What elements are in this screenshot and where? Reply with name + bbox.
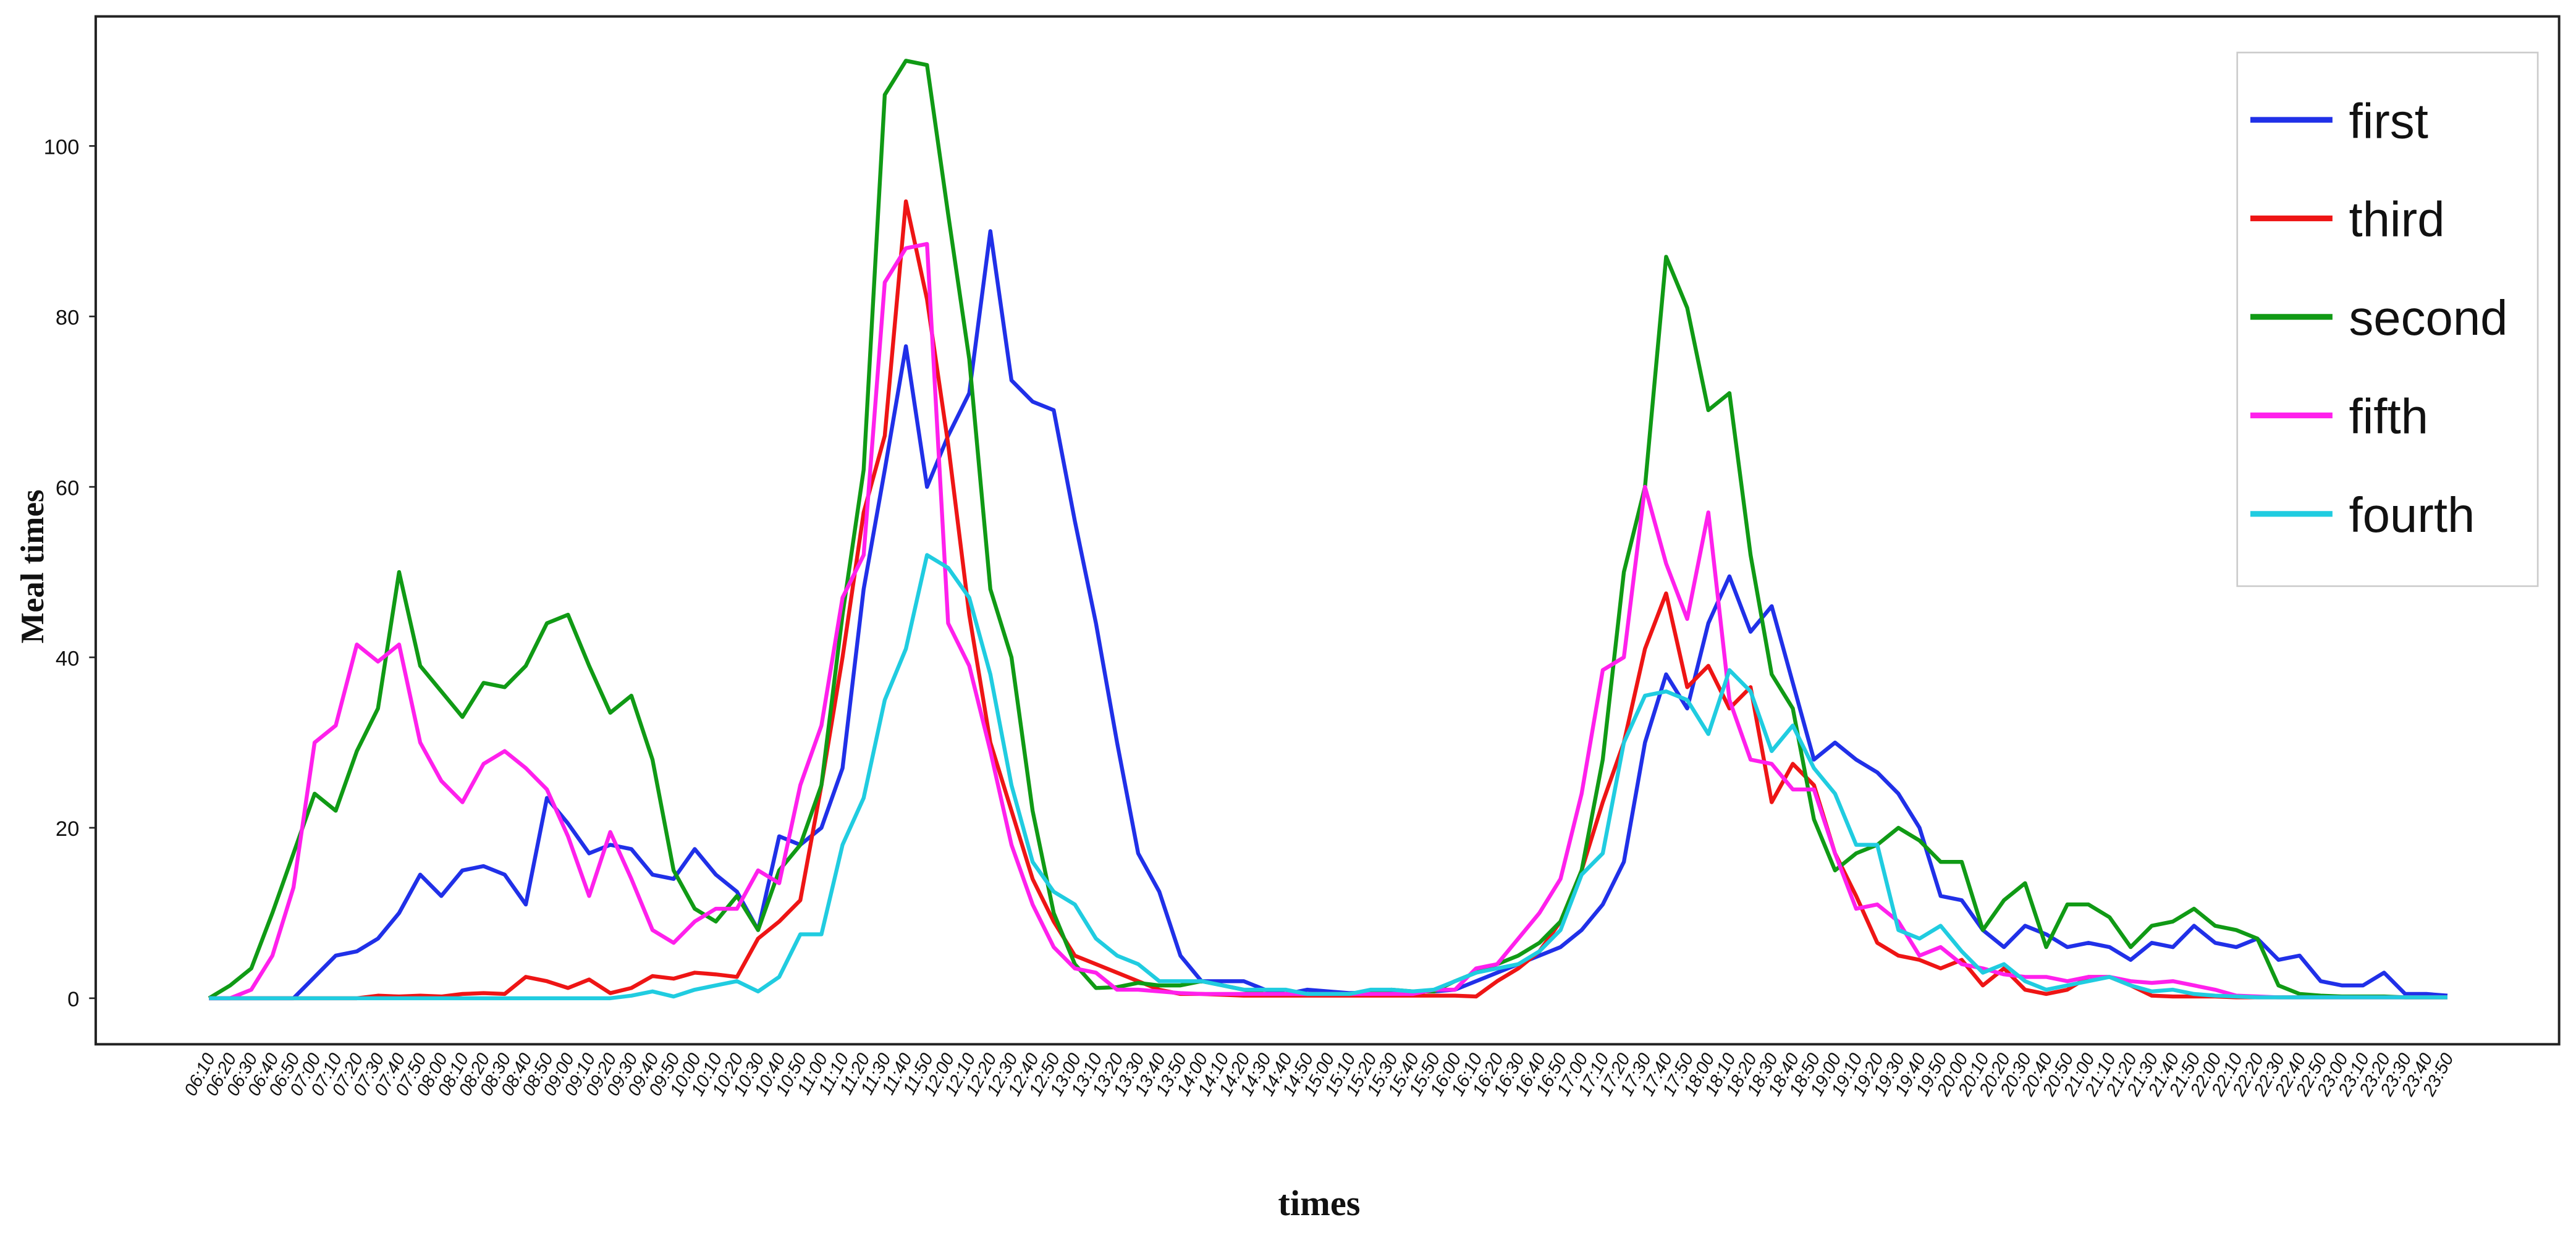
y-tick-label: 20 [56,817,79,841]
legend-label: first [2349,93,2428,148]
legend-label: fifth [2349,389,2428,444]
series-line [209,229,2448,1001]
y-tick-label: 0 [67,988,79,1011]
y-tick-label: 60 [56,476,79,500]
y-tick-label: 100 [44,136,80,159]
legend-label: third [2349,192,2444,247]
legend-label: fourth [2349,487,2475,542]
y-tick-label: 40 [56,647,79,670]
line-layer [208,59,2448,1001]
series-line [209,553,2447,1001]
x-axis-label: times [1278,1183,1360,1223]
plot-frame [94,15,2561,1046]
y-axis-label: Meal times [15,489,51,643]
legend-label: second [2349,290,2507,345]
legend: first third second fifth fourth [2250,93,2508,542]
y-tick-label: 80 [56,306,79,329]
